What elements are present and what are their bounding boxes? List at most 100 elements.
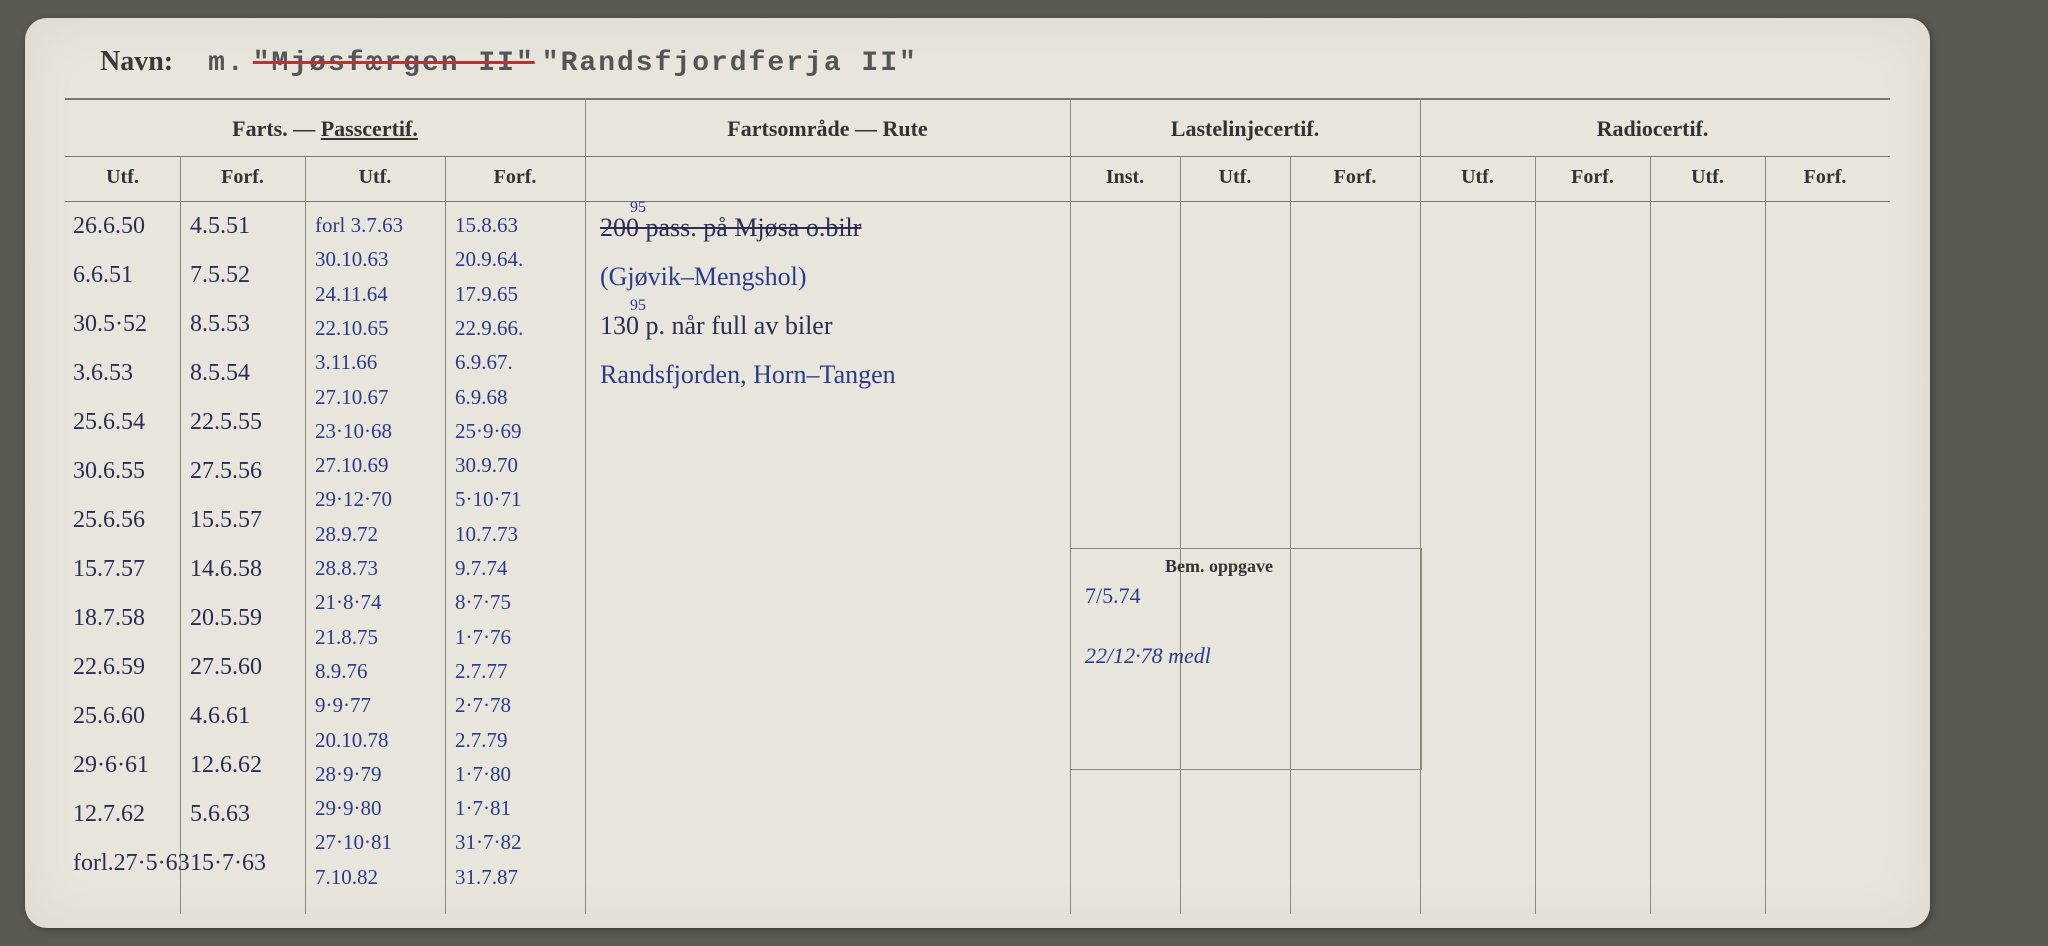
hw-cell: 20.9.64. [455, 247, 523, 272]
hw-cell: 1·7·76 [455, 625, 511, 650]
vline [1290, 156, 1291, 914]
vline [1535, 156, 1536, 914]
vline [1180, 156, 1181, 914]
hw-cell: 24.11.64 [315, 282, 388, 307]
hw-cell: forl 3.7.63 [315, 213, 403, 238]
rule-bot [65, 201, 1890, 202]
hw-cell: 200 pass. på Mjøsa o.bilr [600, 213, 861, 243]
vline [445, 156, 446, 914]
vessel-name: "Randsfjordferja II" [542, 48, 918, 79]
hw-cell: 10.7.73 [455, 522, 518, 547]
hw-cell: 7.10.82 [315, 865, 378, 890]
hw-cell: 23·10·68 [315, 419, 392, 444]
bem-title: Bem. oppgave [1165, 556, 1273, 577]
struck-name: "Mjøsfærgen II" [253, 48, 535, 79]
name-prefix: m. [208, 48, 246, 79]
col-utf-3: Utf. [1180, 166, 1290, 189]
hw-cell: 20.10.78 [315, 728, 389, 753]
bem-line1: 7/5.74 [1085, 583, 1141, 609]
hw-cell: 15.8.63 [455, 213, 518, 238]
hw-cell: 3.11.66 [315, 350, 377, 375]
bem-line2: 22/12·78 medl [1085, 643, 1211, 669]
hw-cell: 30.10.63 [315, 247, 389, 272]
hw-cell: 4.5.51 [190, 213, 250, 240]
hw-cell: 27.5.56 [190, 458, 262, 485]
col-forf-3: Forf. [1290, 166, 1420, 189]
hw-cell: 31.7.87 [455, 865, 518, 890]
col-forf-2: Forf. [445, 166, 585, 189]
hw-cell: 30.5·52 [73, 311, 147, 338]
vline [305, 156, 306, 914]
hw-cell: 30.9.70 [455, 453, 518, 478]
vline [1650, 156, 1651, 914]
col-forf-1: Forf. [180, 166, 305, 189]
hw-cell: 9.7.74 [455, 556, 508, 581]
col-utf-2: Utf. [305, 166, 445, 189]
hw-cell: 3.6.53 [73, 360, 133, 387]
header-line: Navn: m. "Mjøsfærgen II" "Randsfjordferj… [100, 46, 918, 79]
hw-cell: 30.6.55 [73, 458, 145, 485]
hw-cell: 12.7.62 [73, 801, 145, 828]
hw-cell: 2·7·78 [455, 693, 511, 718]
hw-cell: 2.7.79 [455, 728, 508, 753]
hw-cell: 28·9·79 [315, 762, 382, 787]
hw-cell: 130 p. når full av biler [600, 311, 833, 341]
hw-cell: 2.7.77 [455, 659, 508, 684]
hw-cell: 21.8.75 [315, 625, 378, 650]
col-utf-1: Utf. [65, 166, 180, 189]
superscript: 95 [630, 199, 646, 217]
hw-cell: 28.8.73 [315, 556, 378, 581]
hw-cell: 8.9.76 [315, 659, 368, 684]
hw-cell: forl.27·5·63 [73, 850, 190, 877]
hw-cell: 15.5.57 [190, 507, 262, 534]
col-forf-5: Forf. [1765, 166, 1885, 189]
rule-mid [65, 156, 1890, 157]
hw-cell: 21·8·74 [315, 590, 382, 615]
hw-cell: 25.6.60 [73, 703, 145, 730]
hw-cell: 1·7·81 [455, 796, 511, 821]
hw-cell: 27.5.60 [190, 654, 262, 681]
col-forf-4: Forf. [1535, 166, 1650, 189]
vline [1070, 98, 1071, 914]
hw-cell: 4.6.61 [190, 703, 250, 730]
hw-cell: 8·7·75 [455, 590, 511, 615]
hw-cell: 25.6.56 [73, 507, 145, 534]
hw-cell: 6.9.68 [455, 385, 508, 410]
hw-cell: 12.6.62 [190, 752, 262, 779]
hw-cell: 28.9.72 [315, 522, 378, 547]
farts-text: Farts. — [232, 116, 321, 141]
hw-cell: 27.10.67 [315, 385, 389, 410]
hw-cell: 22.10.65 [315, 316, 389, 341]
hw-cell: 20.5.59 [190, 605, 262, 632]
section-fartsomrade: Fartsområde — Rute [585, 116, 1070, 142]
col-utf-5: Utf. [1650, 166, 1765, 189]
passcertif-text: Passcertif. [321, 116, 418, 141]
hw-cell: 25.6.54 [73, 409, 145, 436]
vline [1420, 98, 1421, 914]
hw-cell: 29·9·80 [315, 796, 382, 821]
hw-cell: 31·7·82 [455, 830, 522, 855]
hw-cell: 22.6.59 [73, 654, 145, 681]
superscript: 95 [630, 297, 646, 315]
section-farts: Farts. — Passcertif. [65, 116, 585, 142]
hw-cell: 22.9.66. [455, 316, 523, 341]
hw-cell: 7.5.52 [190, 262, 250, 289]
hw-cell: 8.5.54 [190, 360, 250, 387]
hw-cell: 9·9·77 [315, 693, 371, 718]
vline [180, 156, 181, 914]
hw-cell: 14.6.58 [190, 556, 262, 583]
hw-cell: 6.9.67. [455, 350, 513, 375]
vline [1765, 156, 1766, 914]
hw-cell: 15.7.57 [73, 556, 145, 583]
hw-cell: Randsfjorden, Horn–Tangen [600, 360, 896, 390]
hw-cell: (Gjøvik–Mengshol) [600, 262, 807, 292]
record-card: Navn: m. "Mjøsfærgen II" "Randsfjordferj… [25, 18, 1930, 928]
col-utf-4: Utf. [1420, 166, 1535, 189]
hw-cell: 17.9.65 [455, 282, 518, 307]
hw-cell: 22.5.55 [190, 409, 262, 436]
navn-label: Navn: [100, 46, 173, 77]
vline [585, 98, 586, 914]
section-radio: Radiocertif. [1420, 116, 1885, 142]
hw-cell: 15·7·63 [190, 850, 266, 877]
section-lastelinje: Lastelinjecertif. [1070, 116, 1420, 142]
